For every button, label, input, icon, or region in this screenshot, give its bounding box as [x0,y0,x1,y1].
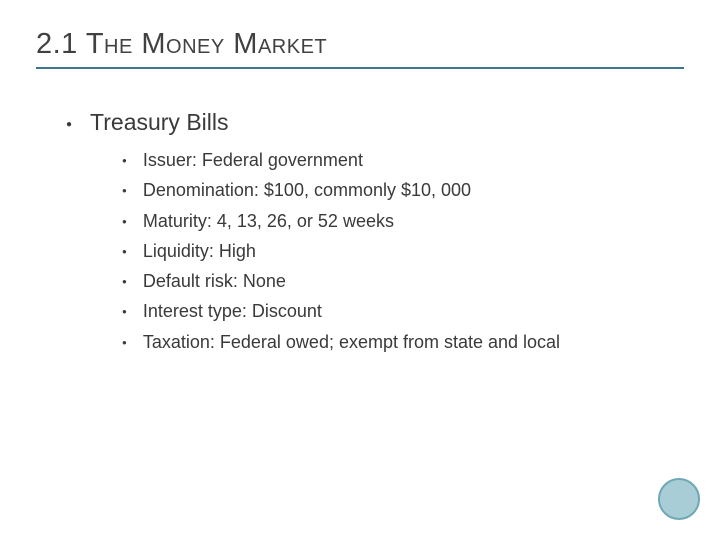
bullet-icon: ● [122,278,127,286]
list-item-level2: ● Issuer: Federal government [122,148,684,172]
decorative-circle-icon [658,478,700,520]
bullet-icon: ● [122,157,127,165]
bullet-icon: ● [122,339,127,347]
bullet-icon: ● [122,308,127,316]
level2-text: Taxation: Federal owed; exempt from stat… [143,330,560,354]
bullet-icon: ● [66,120,72,130]
bullet-icon: ● [122,187,127,195]
list-item-level2: ● Maturity: 4, 13, 26, or 52 weeks [122,209,684,233]
list-item-level2: ● Interest type: Discount [122,299,684,323]
bullet-icon: ● [122,248,127,256]
level2-text: Maturity: 4, 13, 26, or 52 weeks [143,209,394,233]
level1-text: Treasury Bills [90,109,228,136]
list-item-level1: ● Treasury Bills [66,109,684,136]
list-item-level2: ● Taxation: Federal owed; exempt from st… [122,330,684,354]
slide: 2.1 The Money Market ● Treasury Bills ● … [0,0,720,540]
level2-text: Issuer: Federal government [143,148,363,172]
level2-list: ● Issuer: Federal government ● Denominat… [66,148,684,354]
title-container: 2.1 The Money Market [36,28,684,69]
slide-title: 2.1 The Money Market [36,28,684,61]
content-area: ● Treasury Bills ● Issuer: Federal gover… [36,109,684,354]
level2-text: Liquidity: High [143,239,256,263]
level2-text: Default risk: None [143,269,286,293]
level2-text: Interest type: Discount [143,299,322,323]
list-item-level2: ● Denomination: $100, commonly $10, 000 [122,178,684,202]
list-item-level2: ● Liquidity: High [122,239,684,263]
list-item-level2: ● Default risk: None [122,269,684,293]
level2-text: Denomination: $100, commonly $10, 000 [143,178,471,202]
bullet-icon: ● [122,218,127,226]
